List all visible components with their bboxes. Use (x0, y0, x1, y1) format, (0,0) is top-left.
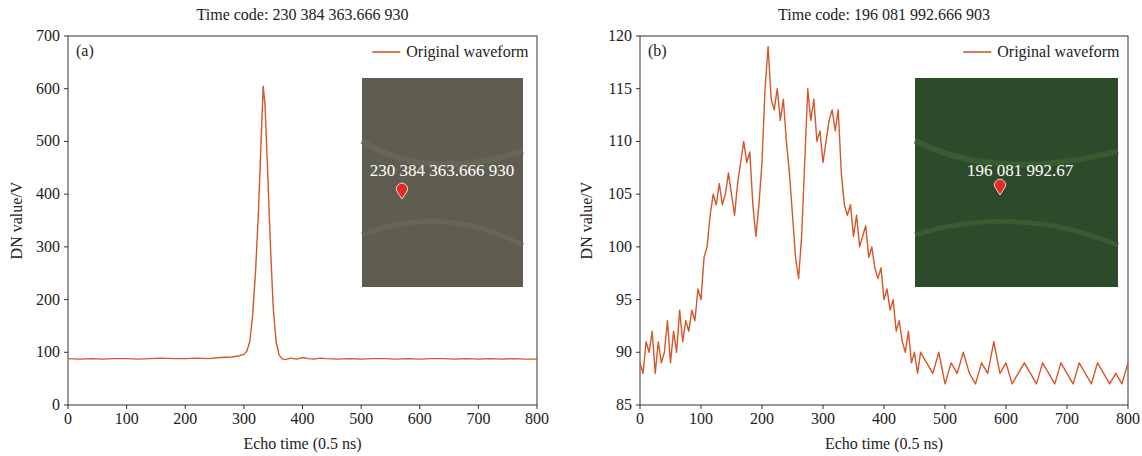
x-axis-title: Echo time (0.5 ns) (243, 435, 361, 453)
x-tick (419, 405, 420, 409)
y-tick (64, 141, 68, 142)
y-tick (64, 352, 68, 353)
x-tick-label: 200 (750, 410, 774, 427)
y-tick-label: 500 (36, 132, 60, 149)
x-tick (1128, 405, 1129, 409)
y-tick-label: 85 (616, 396, 632, 413)
x-tick-label: 300 (232, 410, 256, 427)
inset-image (362, 78, 523, 287)
data-group (68, 86, 537, 360)
y-axis-title: DN value/V (8, 181, 25, 259)
y-tick-label: 90 (616, 343, 632, 360)
panel: Time code: 196 081 992.666 903 0 100 200 300… (578, 6, 1140, 453)
x-tick (68, 405, 69, 409)
legend-swatch (963, 51, 991, 53)
x-tick (302, 405, 303, 409)
x-tick (126, 405, 127, 409)
panel-label: (a) (76, 42, 94, 60)
x-tick-label: 600 (994, 410, 1018, 427)
x-tick-label: 200 (173, 410, 197, 427)
y-tick-label: 700 (36, 27, 60, 44)
y-tick-label: 100 (608, 238, 632, 255)
location-marker (397, 183, 408, 199)
y-tick-label: 120 (608, 27, 632, 44)
y-tick (636, 405, 640, 406)
x-tick (185, 405, 186, 409)
x-tick-label: 300 (811, 410, 835, 427)
legend-label: Original waveform (997, 43, 1120, 61)
plot-frame (640, 36, 1128, 405)
data-group (640, 47, 1128, 384)
waveform-line (640, 47, 1128, 384)
y-tick (64, 194, 68, 195)
x-tick (537, 405, 538, 409)
y-tick-label: 95 (616, 291, 632, 308)
x-tick (1067, 405, 1068, 409)
x-tick-label: 0 (636, 410, 644, 427)
waveform-line (68, 86, 537, 360)
title: Time code: 196 081 992.666 903 (778, 6, 990, 23)
inset-texture (915, 221, 1118, 245)
y-tick-label: 600 (36, 80, 60, 97)
x-tick (1006, 405, 1007, 409)
x-tick-label: 500 (349, 410, 373, 427)
y-tick (636, 194, 640, 195)
y-tick (636, 246, 640, 247)
y-tick-label: 105 (608, 185, 632, 202)
x-tick-label: 600 (408, 410, 432, 427)
y-tick-label: 100 (36, 343, 60, 360)
x-tick (640, 405, 641, 409)
y-tick (636, 352, 640, 353)
panel: Time code: 230 384 363.666 930 0 100 200 300… (8, 6, 549, 453)
y-tick-label: 200 (36, 291, 60, 308)
plot-frame (68, 36, 537, 405)
x-tick (884, 405, 885, 409)
y-tick (64, 299, 68, 300)
y-tick-label: 115 (609, 80, 632, 97)
x-tick-label: 500 (933, 410, 957, 427)
x-axis-title: Echo time (0.5 ns) (825, 435, 943, 453)
x-tick (945, 405, 946, 409)
x-tick-label: 0 (64, 410, 72, 427)
y-tick (636, 141, 640, 142)
y-tick-label: 0 (52, 396, 60, 413)
y-tick (636, 88, 640, 89)
panel-label: (b) (648, 42, 667, 60)
x-tick (478, 405, 479, 409)
legend-swatch (372, 51, 400, 53)
x-tick-label: 400 (872, 410, 896, 427)
x-tick (762, 405, 763, 409)
inset-label: 196 081 992.67 (967, 161, 1074, 180)
y-tick (636, 36, 640, 37)
location-marker (995, 179, 1006, 195)
y-tick-label: 400 (36, 185, 60, 202)
x-tick (701, 405, 702, 409)
y-tick-label: 110 (609, 132, 632, 149)
x-tick (823, 405, 824, 409)
inset-texture (362, 221, 523, 245)
x-tick-label: 800 (1116, 410, 1140, 427)
y-tick (64, 88, 68, 89)
x-tick-label: 700 (1055, 410, 1079, 427)
x-tick-label: 100 (689, 410, 713, 427)
y-tick-label: 300 (36, 238, 60, 255)
y-tick (64, 246, 68, 247)
y-axis-title: DN value/V (578, 181, 595, 259)
x-tick (243, 405, 244, 409)
y-tick (64, 36, 68, 37)
x-tick-label: 100 (115, 410, 139, 427)
x-tick-label: 800 (525, 410, 549, 427)
title: Time code: 230 384 363.666 930 (197, 6, 409, 23)
inset-image (915, 78, 1118, 287)
x-tick-label: 700 (466, 410, 490, 427)
x-tick-label: 400 (291, 410, 315, 427)
figure: Time code: 230 384 363.666 930 0 100 200 300… (0, 0, 1142, 456)
legend-label: Original waveform (406, 43, 529, 61)
y-tick (64, 405, 68, 406)
x-tick (361, 405, 362, 409)
inset-label: 230 384 363.666 930 (370, 161, 515, 180)
y-tick (636, 299, 640, 300)
